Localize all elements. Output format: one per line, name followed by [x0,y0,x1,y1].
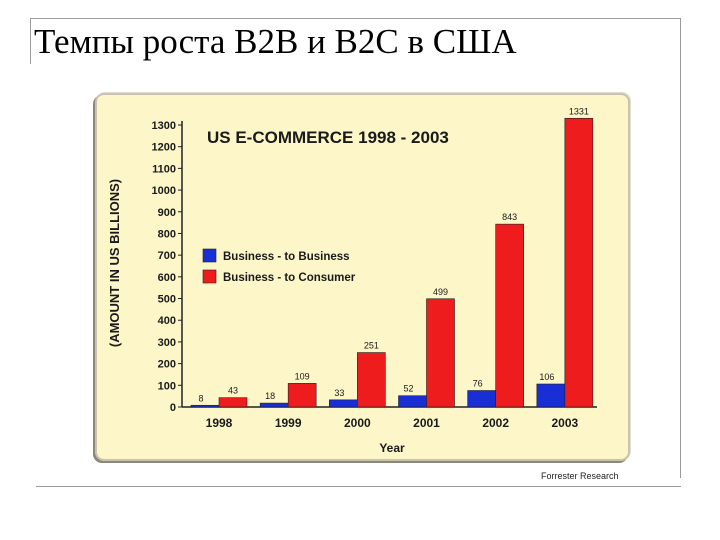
b2c-bar [357,352,386,408]
b2b-value-label: 8 [198,393,203,403]
legend-label-b2c: Business - to Consumer [223,272,356,284]
source-note: Forrester Research [541,471,619,481]
slide-title: Темпы роста B2B и B2C в США [34,22,517,61]
x-tick-label: 2003 [551,416,578,430]
x-tick-label: 1998 [206,416,233,430]
b2b-bar [190,404,220,408]
y-tick-label: 100 [158,380,176,392]
b2b-bar [329,399,358,408]
b2b-bar [398,395,427,408]
legend-label-b2b: Business - to Business [223,251,350,263]
b2c-bar [495,223,524,408]
x-tick-label: 2000 [344,416,371,430]
top-rule-line [30,18,680,19]
left-rule-line [30,18,31,64]
y-tick-label: 1300 [152,120,176,132]
b2c-value-label: 43 [228,386,238,396]
b2b-bar [259,402,289,408]
y-axis-title: (AMOUNT IN US BILLIONS) [107,179,122,347]
legend-swatch-b2b [202,248,217,263]
y-tick-label: 600 [158,272,176,284]
b2b-value-label: 76 [473,379,483,389]
y-tick-label: 700 [158,250,176,262]
y-tick-label: 1100 [152,163,176,175]
x-axis-title: Year [379,441,405,455]
b2c-bar [218,397,248,408]
y-tick-label: 500 [158,294,176,306]
b2b-value-label: 18 [265,391,275,401]
y-tick-label: 1000 [152,185,176,197]
x-tick-label: 2002 [482,416,509,430]
b2b-value-label: 52 [403,384,413,394]
b2c-value-label: 109 [295,371,310,381]
b2b-bar [536,383,566,408]
y-tick-label: 400 [158,315,176,327]
chart-title: US E-COMMERCE 1998 - 2003 [207,128,449,147]
b2c-value-label: 251 [364,341,379,351]
bottom-rule-line [36,486,681,487]
chart-panel: 0 100 200 300 400 500 600 700 800 900 1000 1100 1200… [95,93,630,461]
y-tick-label: 1200 [152,142,176,154]
y-tick-label: 800 [158,228,176,240]
b2c-bar [564,117,594,408]
b2c-value-label: 1331 [569,106,589,116]
right-rule-line [680,18,681,478]
b2c-value-label: 499 [433,287,448,297]
y-tick-label: 300 [158,337,176,349]
chart-svg: 0 100 200 300 400 500 600 700 800 900 1000 1100 1200… [107,106,597,455]
b2b-bar [467,390,496,408]
y-tick-label: 200 [158,359,176,371]
b2b-value-label: 33 [334,388,344,398]
legend-swatch-b2c [202,269,217,284]
b2b-value-label: 106 [539,372,554,382]
y-tick-label: 0 [170,402,176,414]
b2c-value-label: 843 [502,212,517,222]
y-tick-label: 900 [158,207,176,219]
x-tick-label: 2001 [413,416,440,430]
b2c-bar [287,383,317,408]
b2c-bar [426,298,455,408]
x-tick-label: 1999 [275,416,302,430]
